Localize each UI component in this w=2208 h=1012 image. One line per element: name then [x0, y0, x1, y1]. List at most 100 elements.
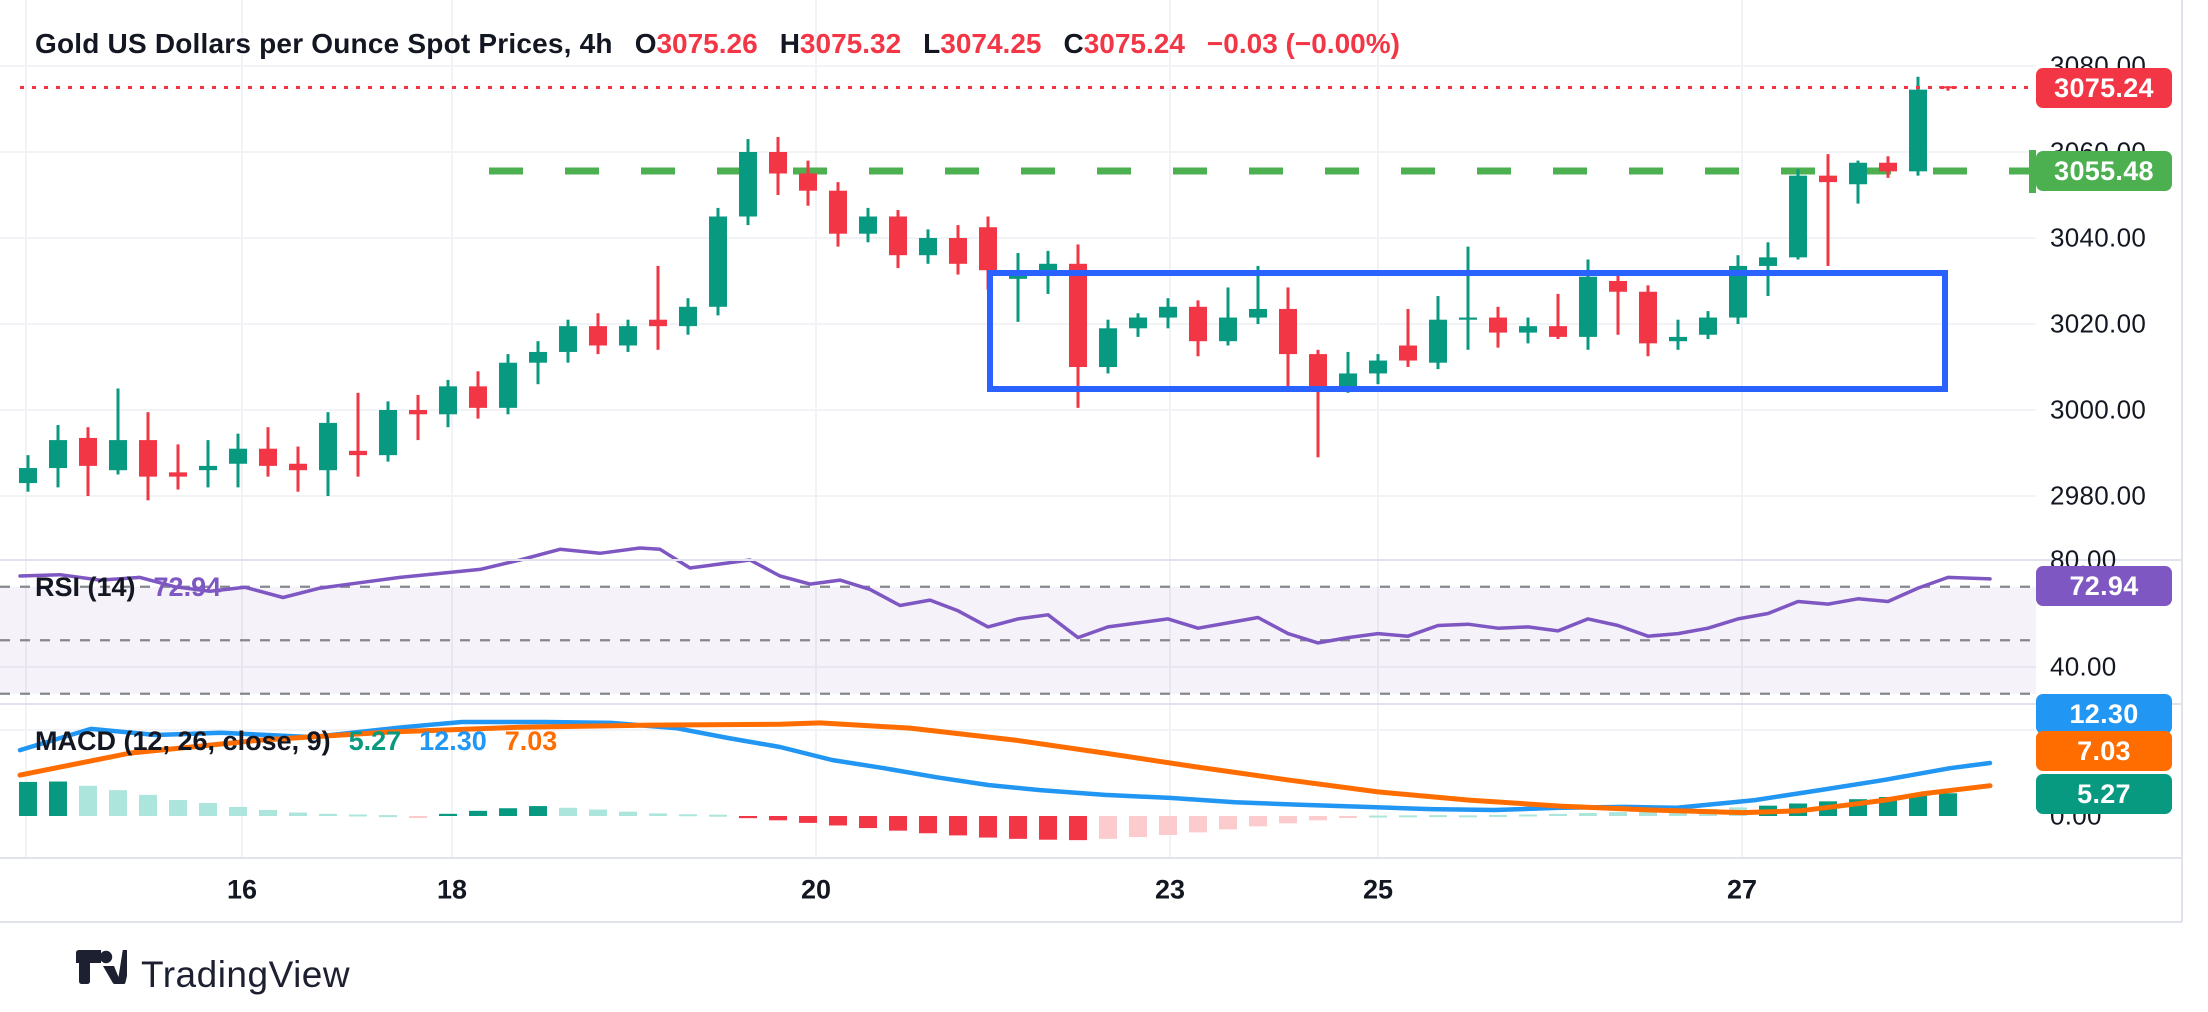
- candle-body: [19, 468, 37, 484]
- tradingview-logo-text: TradingView: [141, 953, 351, 995]
- candle-body: [499, 362, 517, 408]
- candle-body: [1699, 317, 1717, 335]
- candle-body: [109, 440, 127, 471]
- candle-wick: [1826, 154, 1830, 266]
- candle-body: [1459, 317, 1477, 320]
- macd-hist-badge: 5.27: [2036, 774, 2172, 814]
- symbol-title[interactable]: Gold US Dollars per Ounce Spot Prices, 4…: [35, 28, 613, 59]
- last-price-badge: 3075.24: [2036, 68, 2172, 108]
- candle-body: [919, 238, 937, 256]
- symbol-legend[interactable]: Gold US Dollars per Ounce Spot Prices, 4…: [35, 28, 1400, 60]
- price-tick: 2980.00: [2050, 480, 2147, 511]
- candle-wick: [656, 265, 660, 350]
- candle-wick: [1766, 242, 1770, 297]
- candle-body: [1309, 354, 1327, 387]
- candle-body: [1879, 162, 1897, 172]
- candle-body: [1099, 328, 1117, 367]
- candle-body: [289, 463, 307, 471]
- candle-body: [739, 152, 757, 217]
- close-value: 3075.24: [1083, 28, 1185, 59]
- candle-wick: [1316, 349, 1320, 458]
- candle-body: [1279, 308, 1297, 355]
- candle-body: [1579, 276, 1597, 337]
- candle-body: [1429, 319, 1447, 363]
- candle-body: [1039, 263, 1057, 273]
- candle-body: [1759, 257, 1777, 266]
- candle-body: [979, 227, 997, 271]
- time-tick: 25: [1362, 874, 1394, 905]
- candle-wick: [1346, 351, 1350, 393]
- candle-body: [1249, 308, 1267, 318]
- candle-body: [859, 216, 877, 234]
- candle-wick: [1466, 246, 1470, 350]
- candle-wick: [116, 388, 120, 475]
- pane-separators: [0, 0, 2183, 923]
- candle-body: [1729, 265, 1747, 318]
- candle-wick: [1016, 253, 1020, 322]
- candle-body: [1909, 89, 1927, 172]
- candle-body: [319, 422, 337, 471]
- candle-body: [409, 410, 427, 415]
- candle-body: [439, 386, 457, 415]
- candle-body: [559, 326, 577, 352]
- high-value: 3075.32: [799, 28, 902, 59]
- change-value: −0.03 (−0.00%): [1206, 28, 1400, 59]
- tradingview-logo[interactable]: TradingView: [75, 949, 351, 999]
- macd-histogram: [19, 781, 1957, 841]
- rsi-legend[interactable]: RSI (14) 72.94: [35, 572, 221, 603]
- candle-body: [199, 465, 217, 471]
- macd-hist-value: 5.27: [348, 726, 402, 756]
- macd-signal-line: [17, 720, 1993, 816]
- macd-line-value: 12.30: [419, 726, 487, 756]
- candle-wick: [176, 444, 180, 490]
- candle-body: [1519, 326, 1537, 333]
- rsi-line: [18, 546, 1992, 645]
- candle-wick: [1226, 287, 1230, 346]
- candle-body: [139, 440, 157, 477]
- candle-body: [1489, 317, 1507, 333]
- candle-wick: [1946, 86, 1950, 91]
- support-line-badge[interactable]: 3055.48: [2036, 151, 2172, 191]
- candle-body: [679, 306, 697, 327]
- candle-body: [229, 448, 247, 464]
- candle-body: [1639, 291, 1657, 344]
- macd-signal-value: 7.03: [504, 726, 558, 756]
- candle-series[interactable]: [19, 76, 1957, 501]
- rsi-badge: 72.94: [2036, 566, 2172, 606]
- candle-body: [49, 440, 67, 469]
- candle-body: [1849, 162, 1867, 185]
- macd-line-badge: 12.30: [2036, 694, 2172, 734]
- time-tick: 23: [1154, 874, 1186, 905]
- candle-body: [1669, 336, 1687, 342]
- macd-line: [17, 719, 1993, 813]
- candle-wick: [206, 440, 210, 488]
- candle-body: [1399, 345, 1417, 361]
- candle-body: [1339, 373, 1357, 387]
- candle-body: [169, 472, 187, 477]
- candle-body: [619, 326, 637, 346]
- candle-body: [1609, 281, 1627, 292]
- gridlines: [0, 0, 2036, 858]
- candle-body: [1549, 326, 1567, 337]
- candle-body: [649, 319, 667, 327]
- candle-body: [1069, 263, 1087, 367]
- candle-body: [79, 437, 97, 466]
- macd-legend[interactable]: MACD (12, 26, close, 9) 5.27 12.30 7.03: [35, 726, 557, 757]
- candle-wick: [1256, 265, 1260, 324]
- rsi-tick: 40.00: [2050, 651, 2117, 682]
- candle-body: [259, 448, 277, 466]
- candle-body: [1369, 360, 1387, 374]
- candle-wick: [1616, 270, 1620, 335]
- candle-body: [829, 190, 847, 234]
- range-box-drawing[interactable]: [987, 270, 1948, 392]
- tradingview-logo-icon: [75, 949, 134, 999]
- time-tick: 20: [800, 874, 832, 905]
- candle-body: [1939, 86, 1957, 89]
- macd-label: MACD (12, 26, close, 9): [35, 726, 331, 756]
- open-letter: O: [634, 28, 657, 59]
- time-tick: 18: [436, 874, 468, 905]
- high-letter: H: [779, 28, 800, 59]
- rsi-label: RSI (14): [35, 572, 136, 602]
